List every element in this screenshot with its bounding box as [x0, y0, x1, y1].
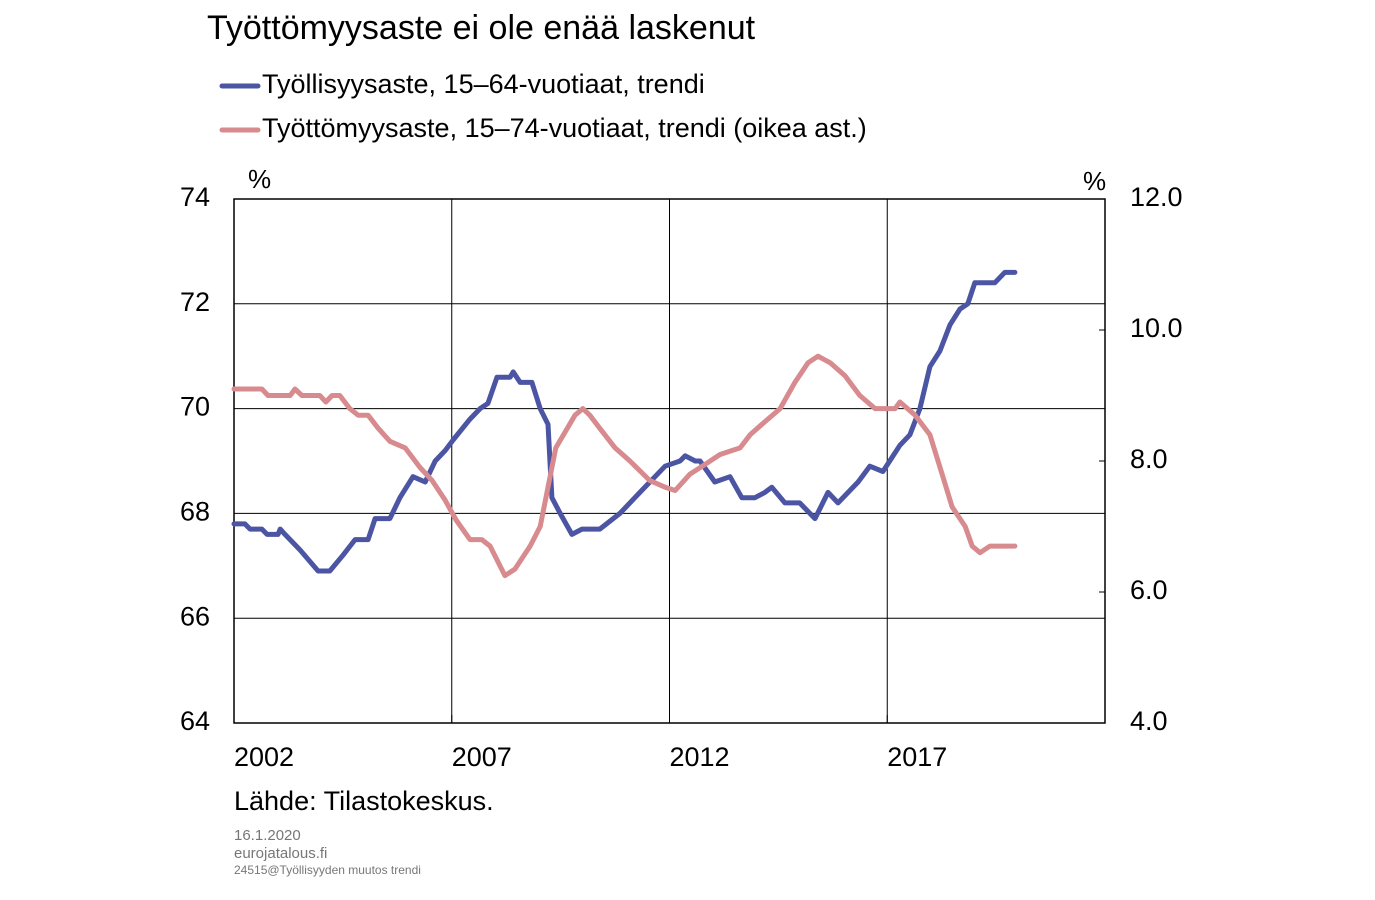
y2-tick-label: 10.0 — [1130, 313, 1183, 343]
y-tick-label: 68 — [180, 497, 210, 527]
x-tick-label: 2017 — [887, 742, 947, 772]
footnote: eurojatalous.fi — [234, 845, 327, 862]
data-line — [231, 269, 1018, 574]
data-line — [231, 353, 1018, 579]
y-tick-label: 64 — [180, 706, 210, 736]
y-tick-label: 70 — [180, 392, 210, 422]
y2-axis-unit: % — [1083, 166, 1106, 196]
x-tick-label: 2007 — [452, 742, 512, 772]
y2-tick-label: 6.0 — [1130, 575, 1168, 605]
y-tick-label: 72 — [180, 287, 210, 317]
source: Lähde: Tilastokeskus. — [234, 786, 494, 816]
x-tick-label: 2002 — [234, 742, 294, 772]
chart-title: Työttömyysaste ei ole enää laskenut — [207, 9, 756, 47]
y2-tick-label: 8.0 — [1130, 444, 1168, 474]
footnote: 16.1.2020 — [234, 827, 301, 844]
footnote: 24515@Työllisyyden muutos trendi — [234, 863, 421, 877]
y-axis-unit: % — [248, 164, 271, 194]
y-tick-label: 74 — [180, 182, 210, 212]
y-tick-label: 66 — [180, 601, 210, 631]
y2-tick-label: 4.0 — [1130, 706, 1168, 736]
x-tick-label: 2012 — [670, 742, 730, 772]
legend-label: Työttömyysaste, 15–74-vuotiaat, trendi (… — [262, 113, 867, 143]
legend-label: Työllisyysaste, 15–64-vuotiaat, trendi — [262, 69, 705, 99]
y2-tick-label: 12.0 — [1130, 182, 1183, 212]
